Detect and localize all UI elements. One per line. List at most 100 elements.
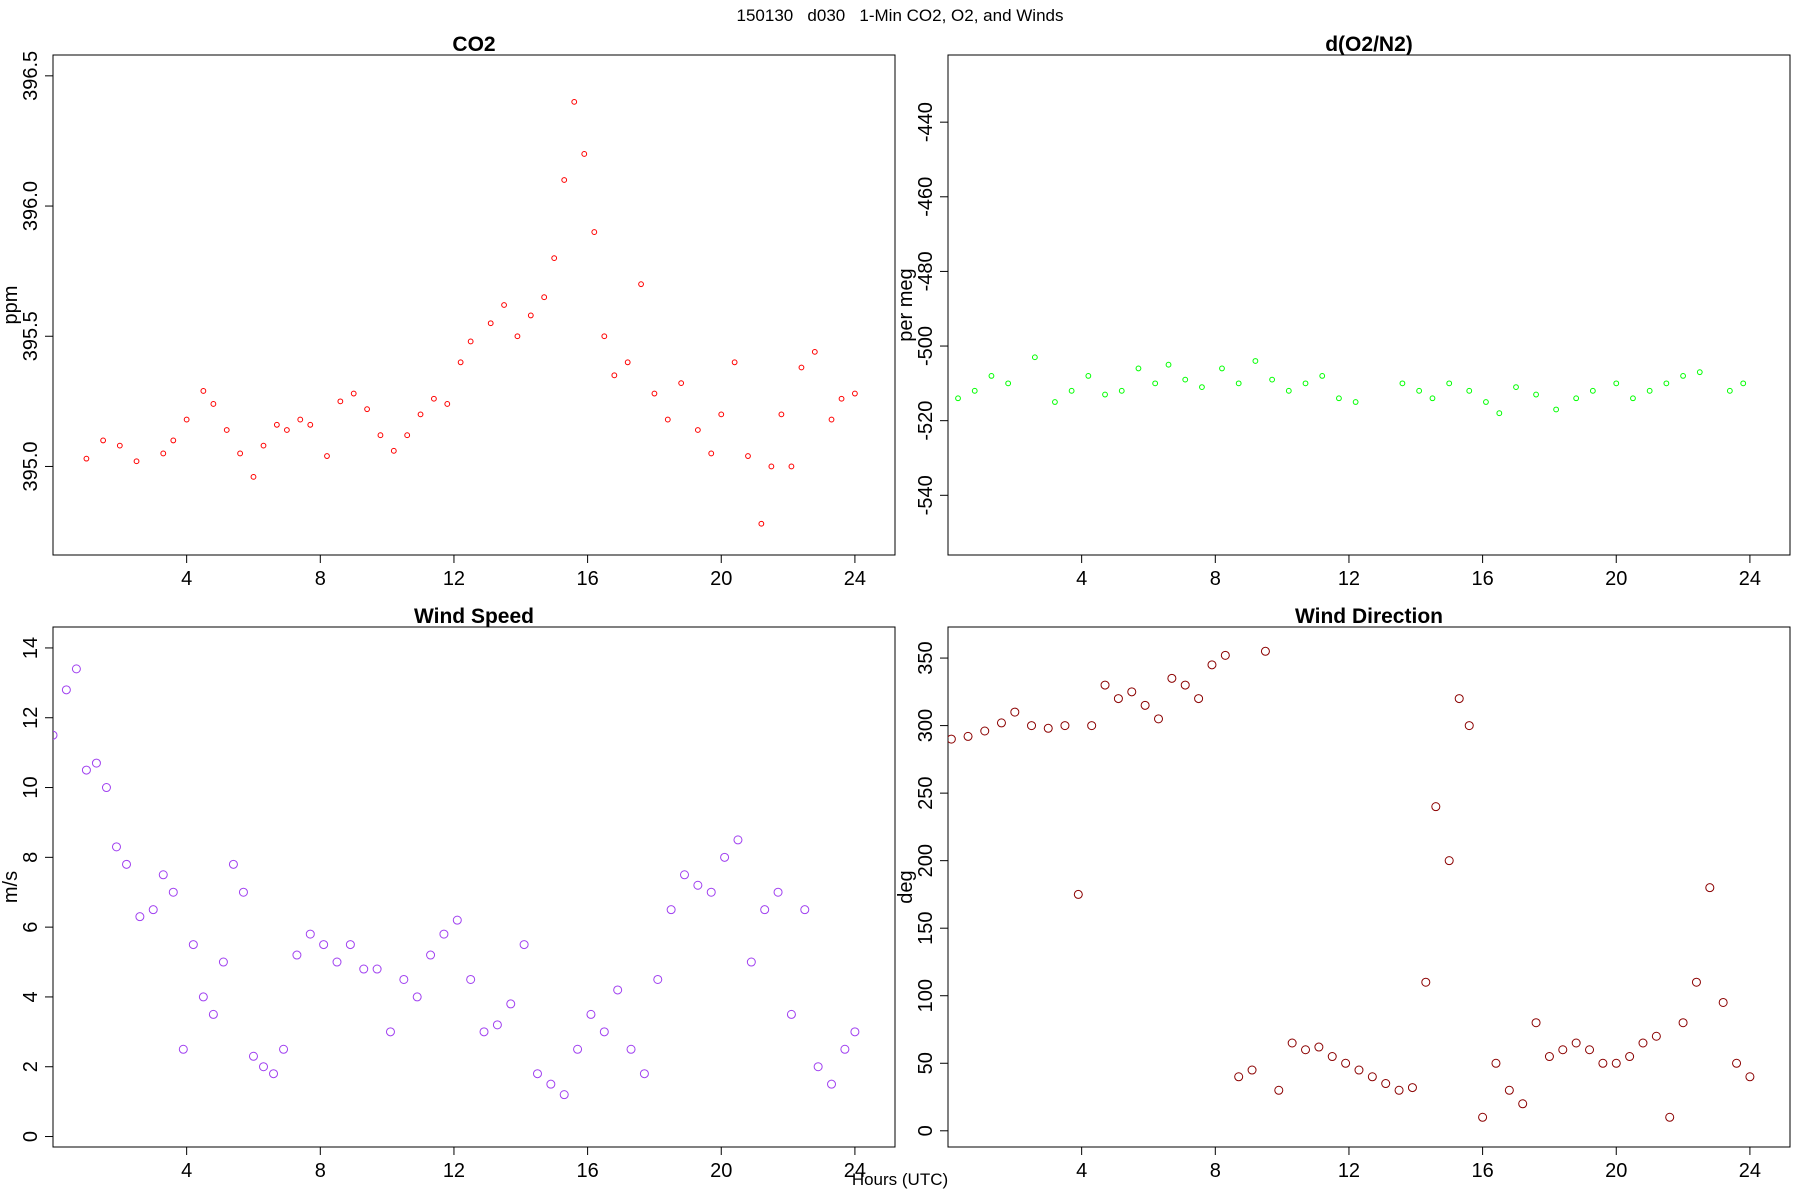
data-point [1483,399,1489,405]
panel-d-o2-n2: d(O2/N2) 4 8 12 16 20 24 -540 -520 -500 -480 -460 -4… [895,33,1791,590]
data-point [83,455,90,462]
y-axis-label: per meg [895,268,917,341]
data-point [444,401,451,407]
data-point [1127,687,1137,697]
panel-title: Wind Direction [1295,605,1443,628]
data-point [1553,406,1560,413]
data-point [292,950,302,960]
data-point [1113,694,1123,704]
y-tick-label: 6 [20,922,42,933]
data-point [1287,1038,1297,1048]
common-x-axis-label: Hours (UTC) [851,1170,949,1189]
x-tick-label: 8 [1210,1160,1221,1182]
data-point [259,1062,268,1072]
data-point [297,416,304,423]
data-point [273,421,280,428]
data-point [1269,376,1276,383]
plot-frame [52,54,896,556]
data-point [963,731,973,741]
data-point [168,887,178,897]
data-series [53,664,860,1100]
data-point [613,985,623,995]
x-tick-label: 24 [1739,568,1761,590]
data-point [426,950,436,960]
x-tick-label: 24 [1739,1160,1761,1182]
x-tick-label: 24 [844,1160,866,1182]
data-point [1087,721,1097,731]
data-point [1718,997,1728,1007]
data-point [452,915,462,925]
data-point [228,859,238,869]
data-point [1341,1058,1351,1068]
data-point [1407,1083,1417,1093]
y-tick-label: 396.0 [20,181,42,231]
data-point [1152,380,1159,387]
data-point [350,390,357,397]
data-point [148,905,158,915]
data-point [1651,1031,1661,1041]
data-point [1464,721,1474,731]
data-point [664,416,671,423]
data-point [1745,1072,1755,1082]
x-tick-label: 12 [443,1160,465,1182]
data-point [788,463,795,470]
y-tick-label: 12 [20,707,42,729]
data-point [198,992,208,1002]
data-point [733,835,743,845]
data-point [1431,802,1441,812]
y-tick-label: 395.5 [20,311,42,361]
data-point [1060,721,1070,731]
data-point [651,390,658,397]
data-point [1478,1112,1488,1122]
y-tick-label: 350 [915,641,937,674]
data-point [546,1079,556,1089]
data-point [1571,1038,1581,1048]
data-point [1207,660,1217,670]
data-point [1544,1052,1554,1062]
data-point [666,905,676,915]
y-tick-label: -520 [915,401,937,441]
x-tick-label: 20 [710,568,732,590]
data-point [1444,856,1454,866]
data-point [1691,977,1701,987]
data-point [1496,410,1503,417]
data-point [1336,395,1342,402]
data-point [1680,372,1686,379]
y-tick-label: 100 [915,979,937,1012]
panel-title: CO2 [452,33,495,56]
data-point [1665,1112,1675,1122]
data-point [1135,365,1142,372]
figure-title: 150130 d030 1-Min CO2, O2, and Winds [736,6,1064,25]
x-tick-label: 8 [315,1160,326,1182]
data-point [551,255,558,262]
data-point [237,450,244,457]
data-point [955,395,961,402]
y-tick-label: -540 [915,475,937,515]
x-tick-label: 4 [181,1160,192,1182]
plot-frame [52,626,896,1148]
data-point [279,1044,289,1054]
data-point [1381,1079,1391,1089]
data-point [61,685,71,695]
x-tick-label: 16 [1471,1160,1493,1182]
y-tick-label: 4 [20,991,42,1002]
data-point [390,447,397,454]
data-series [955,354,1747,417]
data-point [813,1062,823,1072]
data-point [1073,889,1083,899]
y-tick-label: 200 [915,844,937,877]
data-point [611,372,618,379]
data-point [91,758,101,768]
data-point [492,1020,502,1030]
data-point [1220,650,1230,660]
data-point [1367,1072,1377,1082]
data-point [122,859,132,869]
plot-frame [947,626,1791,1148]
data-point [1531,1018,1541,1028]
data-point [760,905,770,915]
data-point [332,957,342,967]
y-tick-label: 14 [20,637,42,659]
data-point [372,964,382,974]
data-point [116,442,123,449]
data-point [385,1027,395,1037]
